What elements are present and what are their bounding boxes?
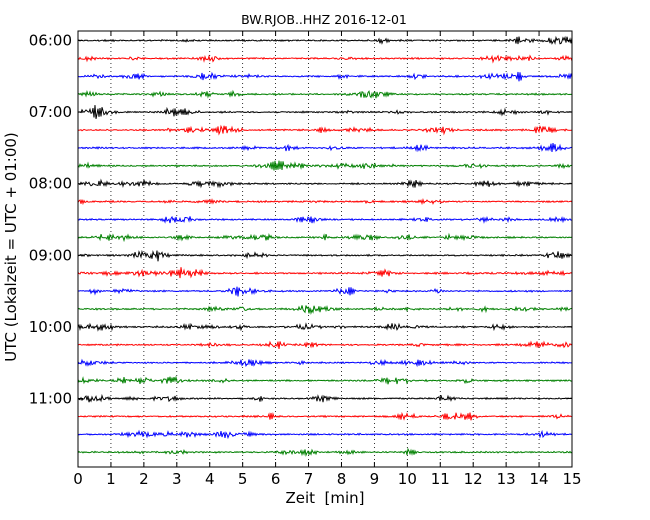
- seismogram-trace: [77, 215, 573, 224]
- seismogram-trace: [77, 411, 573, 421]
- y-tick-label: 08:00: [29, 175, 72, 193]
- seismogram-trace: [77, 124, 572, 136]
- seismogram-trace: [77, 429, 573, 440]
- seismogram-trace: [77, 178, 573, 189]
- y-axis-label: UTC (Lokalzeit = UTC + 01:00): [2, 132, 20, 362]
- seismogram-trace: [77, 143, 573, 153]
- y-tick-label: 06:00: [29, 32, 72, 50]
- x-tick-label: 12: [464, 470, 483, 488]
- chart-title: BW.RJOB..HHZ 2016-12-01: [241, 12, 407, 27]
- x-tick-label: 3: [172, 470, 182, 488]
- x-tick-label: 6: [271, 470, 281, 488]
- seismogram-trace: [77, 267, 573, 279]
- x-tick-label: 1: [106, 470, 116, 488]
- seismogram-trace: [77, 304, 573, 315]
- x-tick-label: 15: [562, 470, 581, 488]
- seismogram-traces: [77, 35, 573, 457]
- seismogram-trace: [77, 71, 573, 82]
- seismogram-trace: [77, 105, 573, 119]
- x-tick-label: 9: [370, 470, 380, 488]
- seismogram-trace: [77, 89, 573, 99]
- seismogram-trace: [77, 375, 573, 385]
- y-tick-label: 11:00: [29, 390, 72, 408]
- seismogram-trace: [77, 393, 573, 403]
- y-axis: 06:00 07:00 08:00 09:00 10:00 11:00: [29, 32, 572, 408]
- y-tick-label: 07:00: [29, 103, 72, 121]
- seismogram-trace: [77, 198, 573, 206]
- x-tick-label: 7: [304, 470, 314, 488]
- x-tick-label: 14: [530, 470, 549, 488]
- seismogram-trace: [77, 35, 573, 45]
- seismogram-trace: [77, 54, 573, 64]
- x-axis-label: Zeit [min]: [285, 489, 364, 507]
- grid-lines: [110, 31, 540, 467]
- x-tick-label: 4: [205, 470, 215, 488]
- x-axis: 0 1 2 3 4 5 6 7 8 9 10 11 12 13 14 15: [73, 31, 582, 488]
- x-tick-label: 5: [238, 470, 248, 488]
- x-tick-label: 0: [73, 470, 83, 488]
- x-tick-label: 8: [337, 470, 347, 488]
- y-tick-label: 09:00: [29, 246, 72, 264]
- seismogram-trace: [77, 340, 573, 349]
- seismogram-trace: [77, 286, 572, 297]
- seismogram-trace: [77, 358, 573, 368]
- seismogram-trace: [77, 160, 573, 171]
- x-tick-label: 13: [497, 470, 516, 488]
- seismogram-trace: [77, 447, 573, 457]
- y-tick-label: 10:00: [29, 318, 72, 336]
- x-tick-label: 11: [431, 470, 450, 488]
- seismogram-trace: [77, 322, 573, 332]
- seismogram-trace: [77, 249, 573, 262]
- x-tick-label: 10: [398, 470, 417, 488]
- plot-frame: [77, 30, 573, 468]
- x-tick-label: 2: [139, 470, 149, 488]
- seismogram-trace: [77, 232, 573, 243]
